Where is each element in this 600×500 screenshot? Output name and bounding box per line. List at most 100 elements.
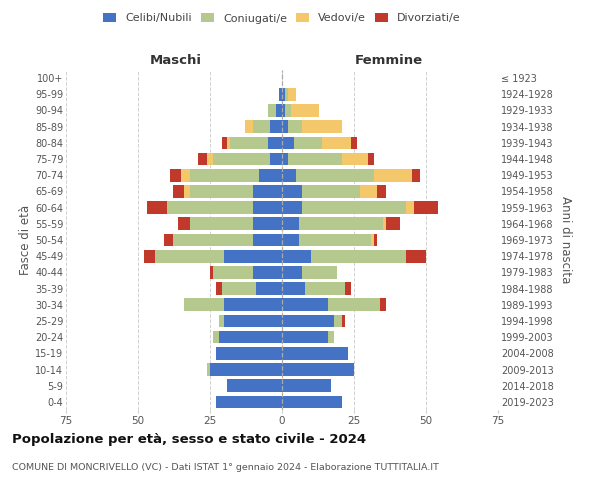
Bar [173,185,184,198]
Bar [282,282,305,295]
Bar [386,218,400,230]
Bar [216,396,282,408]
Y-axis label: Anni di nascita: Anni di nascita [559,196,572,284]
Bar [213,331,218,344]
Bar [346,282,351,295]
Bar [282,185,302,198]
Legend: Celibi/Nubili, Coniugati/e, Vedovi/e, Divorziati/e: Celibi/Nubili, Coniugati/e, Vedovi/e, Di… [103,13,461,24]
Bar [253,185,282,198]
Bar [224,298,282,311]
Bar [282,202,302,214]
Bar [288,120,302,133]
Y-axis label: Fasce di età: Fasce di età [19,205,32,275]
Bar [253,120,271,133]
Bar [285,104,290,117]
Bar [328,331,334,344]
Text: Popolazione per età, sesso e stato civile - 2024: Popolazione per età, sesso e stato civil… [12,432,366,446]
Bar [282,136,293,149]
Bar [282,88,285,101]
Bar [190,218,253,230]
Text: Maschi: Maschi [149,54,202,67]
Bar [302,120,343,133]
Bar [282,104,285,117]
Bar [253,266,282,278]
Bar [224,250,282,262]
Bar [371,234,374,246]
Bar [343,152,368,166]
Text: COMUNE DI MONCRIVELLO (VC) - Dati ISTAT 1° gennaio 2024 - Elaborazione TUTTITALI: COMUNE DI MONCRIVELLO (VC) - Dati ISTAT … [12,462,439,471]
Bar [380,298,386,311]
Bar [146,202,167,214]
Bar [245,120,253,133]
Bar [374,169,412,181]
Bar [190,185,253,198]
Bar [282,380,331,392]
Bar [181,169,190,181]
Bar [210,266,213,278]
Bar [290,104,319,117]
Bar [164,234,173,246]
Bar [282,298,328,311]
Bar [282,347,348,360]
Bar [406,250,426,262]
Bar [276,104,282,117]
Bar [305,282,346,295]
Bar [155,250,224,262]
Bar [210,363,282,376]
Bar [213,266,253,278]
Bar [216,347,282,360]
Bar [144,250,155,262]
Bar [282,250,311,262]
Bar [302,185,360,198]
Bar [302,266,337,278]
Bar [259,169,282,181]
Bar [282,152,288,166]
Bar [282,169,296,181]
Bar [282,363,354,376]
Bar [282,331,328,344]
Bar [368,152,374,166]
Bar [285,88,288,101]
Bar [293,136,322,149]
Bar [374,234,377,246]
Bar [288,88,296,101]
Bar [343,314,346,328]
Bar [268,136,282,149]
Bar [302,202,406,214]
Bar [178,218,190,230]
Bar [415,202,437,214]
Bar [221,136,227,149]
Bar [299,218,383,230]
Bar [328,298,380,311]
Bar [207,152,213,166]
Bar [412,169,420,181]
Bar [190,169,259,181]
Bar [184,298,224,311]
Bar [199,152,207,166]
Bar [207,363,210,376]
Bar [230,136,268,149]
Bar [311,250,406,262]
Bar [296,169,374,181]
Bar [167,202,253,214]
Bar [184,185,190,198]
Bar [282,314,334,328]
Bar [218,331,282,344]
Bar [221,282,256,295]
Bar [218,314,224,328]
Bar [322,136,351,149]
Bar [383,218,386,230]
Bar [253,202,282,214]
Text: Femmine: Femmine [355,54,422,67]
Bar [216,282,221,295]
Bar [271,152,282,166]
Bar [268,104,276,117]
Bar [282,266,302,278]
Bar [360,185,377,198]
Bar [173,234,253,246]
Bar [213,152,271,166]
Bar [170,169,181,181]
Bar [256,282,282,295]
Bar [377,185,386,198]
Bar [288,152,343,166]
